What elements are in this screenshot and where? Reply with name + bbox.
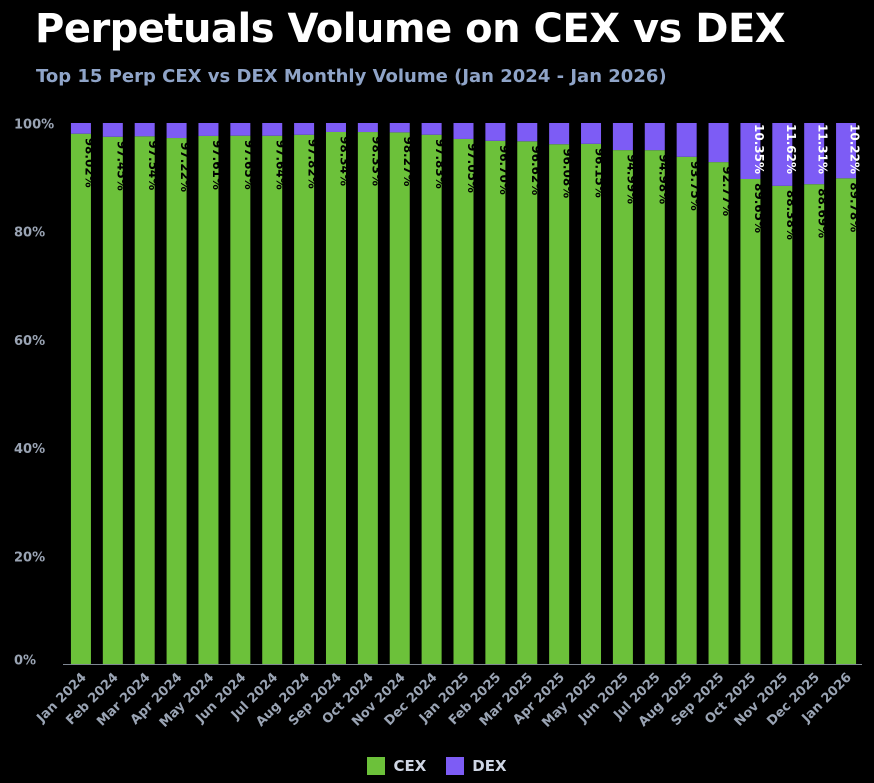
bar-cex xyxy=(836,178,857,664)
bar-cex xyxy=(549,144,570,664)
legend: CEX DEX xyxy=(0,757,874,775)
bar-cex xyxy=(676,156,697,664)
y-tick-label: 40% xyxy=(14,442,45,457)
bar-dex xyxy=(262,123,283,136)
bar-cex xyxy=(198,135,219,664)
bar-cex xyxy=(517,141,538,665)
data-label-cex: 88.69% xyxy=(816,188,830,238)
y-tick-label: 80% xyxy=(14,226,45,241)
bar-cex xyxy=(294,134,315,664)
bar-dex xyxy=(772,123,793,186)
bar-cex xyxy=(804,184,825,664)
data-label-cex: 97.61% xyxy=(210,140,224,190)
bar-cex xyxy=(453,138,474,665)
bar-dex xyxy=(644,123,665,151)
data-label-dex: 10.35% xyxy=(752,124,766,174)
data-label-cex: 92.77% xyxy=(720,166,734,216)
data-label-cex: 98.33% xyxy=(369,136,383,186)
y-tick-label: 20% xyxy=(14,550,45,565)
data-label-dex: 10.22% xyxy=(848,124,862,174)
bar-cex xyxy=(102,136,123,664)
bar-dex xyxy=(453,123,474,139)
data-label-cex: 97.82% xyxy=(306,139,320,189)
legend-label-cex: CEX xyxy=(393,757,427,775)
bar-cex xyxy=(485,140,506,664)
data-label-cex: 96.08% xyxy=(561,148,575,198)
bar-dex xyxy=(549,123,570,145)
data-label-cex: 98.34% xyxy=(337,136,351,186)
data-label-cex: 98.27% xyxy=(401,136,415,186)
bar-cex xyxy=(581,143,602,665)
bar-dex xyxy=(102,123,123,137)
bar-cex xyxy=(166,138,187,664)
bar-cex xyxy=(421,134,442,665)
legend-swatch-cex xyxy=(367,757,386,775)
bar-dex xyxy=(421,123,442,135)
chart-subtitle: Top 15 Perp CEX vs DEX Monthly Volume (J… xyxy=(36,66,667,87)
bar-dex xyxy=(485,123,506,141)
bar-dex xyxy=(134,123,155,137)
bar-dex xyxy=(581,123,602,144)
bar-dex xyxy=(198,123,219,136)
data-label-cex: 94.98% xyxy=(656,154,670,204)
data-label-cex: 96.15% xyxy=(593,148,607,198)
bar-dex xyxy=(166,123,187,139)
bar-dex xyxy=(676,123,697,157)
bar-cex xyxy=(230,135,251,664)
bar-cex xyxy=(740,178,761,664)
data-label-cex: 96.62% xyxy=(529,145,543,195)
bar-cex xyxy=(262,135,283,665)
data-label-dex: 11.62% xyxy=(784,124,798,174)
data-label-dex: 11.31% xyxy=(816,124,830,174)
bar-cex xyxy=(70,133,91,665)
bar-dex xyxy=(357,123,378,133)
chart-title: Perpetuals Volume on CEX vs DEX xyxy=(35,6,786,52)
data-label-cex: 98.02% xyxy=(82,138,96,188)
bar-cex xyxy=(134,136,155,664)
bar-cex xyxy=(612,150,633,664)
data-label-cex: 88.38% xyxy=(784,190,798,240)
data-label-cex: 96.70% xyxy=(497,145,511,195)
bar-dex xyxy=(325,123,346,132)
data-label-cex: 89.78% xyxy=(848,182,862,232)
bar-dex xyxy=(708,123,729,163)
data-label-cex: 97.64% xyxy=(274,140,288,190)
data-label-cex: 89.65% xyxy=(752,183,766,233)
data-label-cex: 93.75% xyxy=(688,161,702,211)
bar-dex xyxy=(389,123,410,133)
bar-cex xyxy=(644,150,665,664)
bar-dex xyxy=(70,123,91,134)
legend-item-dex: DEX xyxy=(446,757,507,775)
bar-cex xyxy=(357,132,378,665)
legend-label-dex: DEX xyxy=(472,757,507,775)
data-label-cex: 94.99% xyxy=(624,154,638,204)
bar-dex xyxy=(612,123,633,151)
data-label-cex: 97.83% xyxy=(433,139,447,189)
data-label-cex: 97.54% xyxy=(146,140,160,190)
data-label-cex: 97.22% xyxy=(178,142,192,192)
legend-item-cex: CEX xyxy=(367,757,426,775)
bar-dex xyxy=(517,123,538,142)
legend-swatch-dex xyxy=(446,757,465,775)
y-tick-label: 0% xyxy=(14,654,36,669)
bar-cex xyxy=(772,185,793,664)
bar-cex xyxy=(708,162,729,664)
bar-dex xyxy=(294,123,315,135)
y-tick-label: 100% xyxy=(14,118,54,133)
bar-dex xyxy=(230,123,251,136)
data-label-cex: 97.05% xyxy=(465,143,479,193)
y-tick-label: 60% xyxy=(14,334,45,349)
data-label-cex: 97.45% xyxy=(114,141,128,191)
bar-dex xyxy=(804,123,825,185)
bar-cex xyxy=(325,131,346,665)
data-label-cex: 97.65% xyxy=(242,140,256,190)
bar-dex xyxy=(740,123,761,179)
bar-cex xyxy=(389,132,410,664)
bar-dex xyxy=(836,123,857,179)
